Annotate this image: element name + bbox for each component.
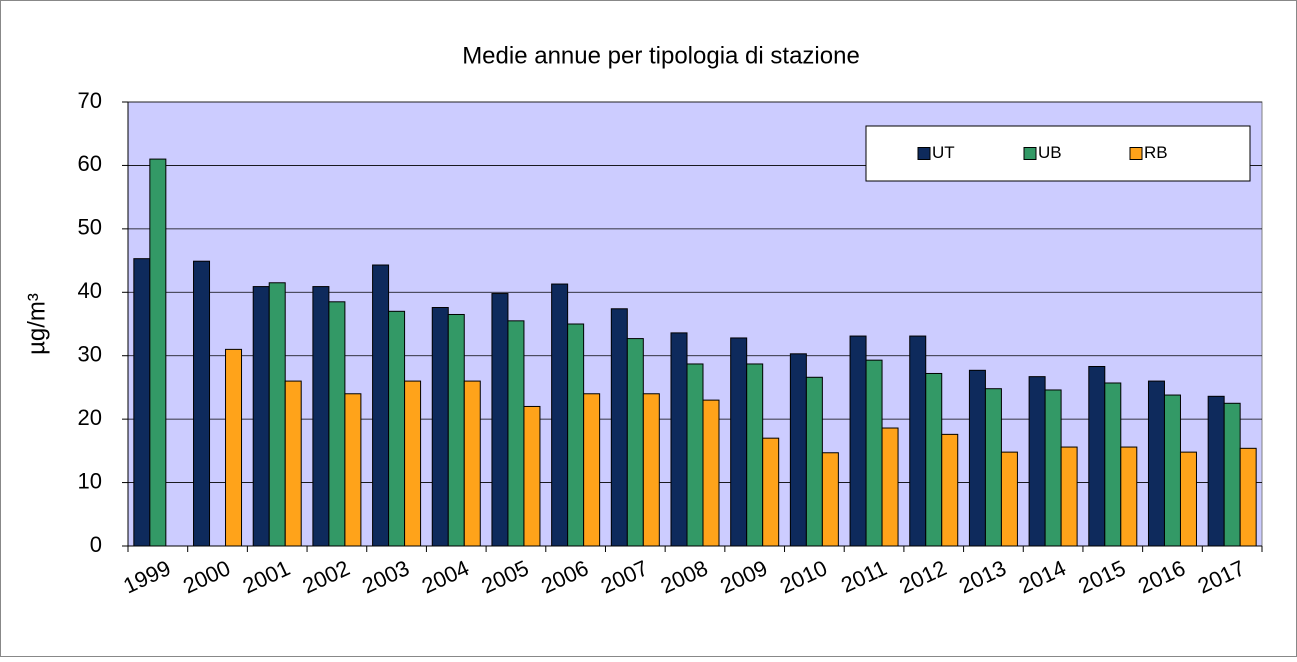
- bar: [431, 307, 449, 547]
- bar: [789, 353, 807, 547]
- bar: [328, 301, 346, 547]
- bar: [225, 348, 243, 547]
- legend-swatch: [1129, 147, 1143, 160]
- bar: [447, 313, 465, 547]
- legend-swatch: [1023, 147, 1037, 160]
- bar: [1120, 446, 1138, 547]
- bar: [702, 399, 720, 547]
- bar: [1223, 402, 1241, 547]
- legend-label: UB: [1038, 143, 1062, 162]
- legend-label: RB: [1144, 143, 1168, 162]
- bar: [1028, 376, 1046, 547]
- bar: [507, 320, 525, 547]
- y-tick-label: 30: [78, 342, 102, 367]
- bar: [849, 335, 867, 547]
- bar: [252, 286, 270, 547]
- legend-swatch: [917, 147, 931, 160]
- bar: [626, 338, 644, 547]
- bar: [388, 310, 406, 547]
- bar: [344, 393, 362, 547]
- bar: [463, 380, 481, 547]
- y-tick-label: 70: [78, 88, 102, 113]
- y-tick-label: 0: [90, 532, 102, 557]
- bar: [312, 286, 330, 547]
- y-tick-label: 50: [78, 215, 102, 240]
- bar: [567, 323, 585, 547]
- bar: [909, 335, 927, 547]
- bar: [881, 427, 899, 547]
- y-tick-label: 10: [78, 468, 102, 493]
- bar: [583, 393, 601, 547]
- bar: [284, 380, 302, 547]
- bar: [984, 388, 1002, 547]
- bar: [1163, 394, 1181, 547]
- bar: [1207, 395, 1225, 547]
- bar: [821, 452, 839, 547]
- bar: [149, 158, 167, 547]
- bar: [1179, 451, 1197, 547]
- y-tick-label: 60: [78, 151, 102, 176]
- legend-label: UT: [932, 143, 955, 162]
- bar: [404, 380, 422, 547]
- bar: [746, 363, 764, 547]
- bar: [762, 437, 780, 547]
- bar: [1104, 382, 1122, 547]
- y-axis-label: µg/m³: [23, 293, 50, 355]
- bar: [805, 376, 823, 547]
- bar: [523, 405, 541, 547]
- bar: [551, 283, 569, 547]
- bar: [1088, 365, 1106, 547]
- bar: [865, 359, 883, 547]
- bar: [941, 433, 959, 547]
- bar: [925, 372, 943, 547]
- bar: [1060, 446, 1078, 547]
- chart-title: Medie annue per tipologia di stazione: [462, 42, 860, 69]
- bar: [133, 258, 151, 547]
- bar: [1147, 380, 1165, 547]
- y-tick-label: 40: [78, 278, 102, 303]
- bar: [686, 363, 704, 547]
- bar: [968, 369, 986, 547]
- bar: [670, 332, 688, 547]
- bar: [1044, 389, 1062, 547]
- bar: [1239, 447, 1257, 547]
- bar: [642, 393, 660, 547]
- bar: [610, 308, 628, 547]
- bar: [372, 264, 390, 547]
- bar: [491, 293, 509, 547]
- bar: [730, 337, 748, 547]
- y-tick-label: 20: [78, 405, 102, 430]
- bar: [268, 282, 286, 547]
- bar: [1000, 451, 1018, 547]
- bar: [193, 260, 211, 547]
